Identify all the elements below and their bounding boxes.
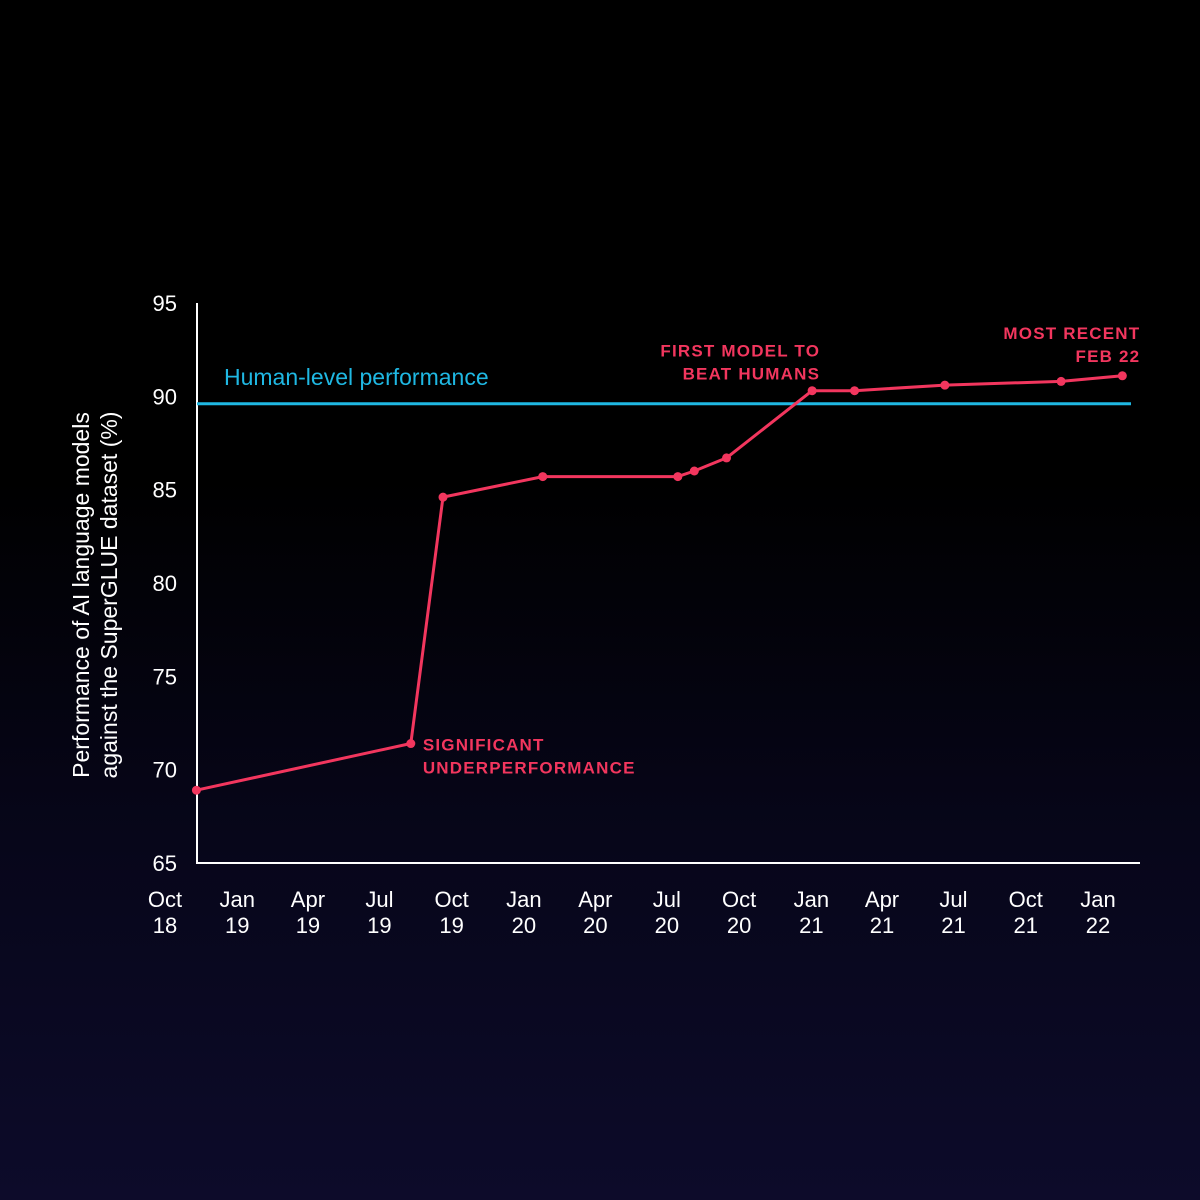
x-tick-year: 21 (941, 913, 965, 938)
human-level-reference: Human-level performance (197, 364, 1131, 406)
y-tick-label: 85 (153, 478, 177, 503)
x-tick-month: Jan (506, 887, 541, 912)
y-axis-title-line: Performance of AI language models (68, 412, 94, 778)
y-axis-title: Performance of AI language models against… (68, 412, 122, 779)
x-axis-ticks: Oct18Jan19Apr19Jul19Oct19Jan20Apr20Jul20… (148, 887, 1116, 938)
data-point (191, 785, 201, 795)
annotation-line: FEB 22 (1076, 347, 1141, 366)
x-tick-month: Jan (220, 887, 255, 912)
data-point (1056, 376, 1066, 386)
y-tick-label: 65 (153, 851, 177, 876)
x-tick-month: Oct (435, 887, 469, 912)
data-point (722, 453, 732, 463)
x-tick-year: 19 (367, 913, 391, 938)
x-tick-year: 19 (296, 913, 320, 938)
y-tick-label: 95 (153, 291, 177, 316)
data-point (807, 386, 817, 396)
x-tick-month: Apr (865, 887, 899, 912)
y-axis-title-line: against the SuperGLUE dataset (%) (96, 412, 122, 779)
x-tick-month: Jan (1080, 887, 1115, 912)
x-tick-month: Jul (939, 887, 967, 912)
series-group (191, 371, 1127, 795)
y-tick-label: 90 (153, 384, 177, 409)
x-tick-year: 21 (870, 913, 894, 938)
data-point (940, 380, 950, 390)
annotations-group: SIGNIFICANT UNDERPERFORMANCE FIRST MODEL T… (423, 324, 1141, 778)
x-tick-month: Apr (291, 887, 325, 912)
data-point (438, 492, 448, 502)
series-line (196, 374, 1123, 792)
x-tick-month: Jul (365, 887, 393, 912)
x-tick-year: 19 (225, 913, 249, 938)
x-tick-month: Oct (1009, 887, 1043, 912)
data-point (850, 386, 860, 396)
annotation-line: SIGNIFICANT (423, 736, 545, 755)
annotation-line: UNDERPERFORMANCE (423, 759, 636, 778)
y-tick-label: 80 (153, 571, 177, 596)
x-tick-year: 20 (655, 913, 679, 938)
x-tick-year: 21 (1014, 913, 1038, 938)
x-tick-year: 22 (1086, 913, 1110, 938)
x-tick-year: 19 (439, 913, 463, 938)
x-tick-month: Oct (722, 887, 756, 912)
human-level-label: Human-level performance (224, 364, 489, 390)
annotation-line: BEAT HUMANS (683, 365, 821, 384)
x-tick-month: Apr (578, 887, 612, 912)
data-point (689, 466, 699, 476)
annotation: FIRST MODEL TO BEAT HUMANS (660, 342, 821, 384)
x-tick-month: Jan (794, 887, 829, 912)
data-point (673, 472, 683, 482)
annotation-line: MOST RECENT (1003, 324, 1140, 343)
y-axis-ticks: 65 70 75 80 85 90 95 (153, 291, 177, 876)
x-tick-year: 20 (583, 913, 607, 938)
data-point (538, 472, 548, 482)
annotation: SIGNIFICANT UNDERPERFORMANCE (423, 736, 636, 778)
data-point (1117, 371, 1127, 381)
x-tick-month: Oct (148, 887, 182, 912)
annotation-line: FIRST MODEL TO (660, 342, 820, 361)
y-tick-label: 75 (153, 664, 177, 689)
x-tick-month: Jul (653, 887, 681, 912)
x-tick-year: 21 (799, 913, 823, 938)
y-tick-label: 70 (153, 758, 177, 783)
x-tick-year: 20 (512, 913, 536, 938)
annotation: MOST RECENT FEB 22 (1003, 324, 1141, 366)
x-tick-year: 18 (153, 913, 177, 938)
data-point (406, 739, 416, 749)
x-tick-year: 20 (727, 913, 751, 938)
